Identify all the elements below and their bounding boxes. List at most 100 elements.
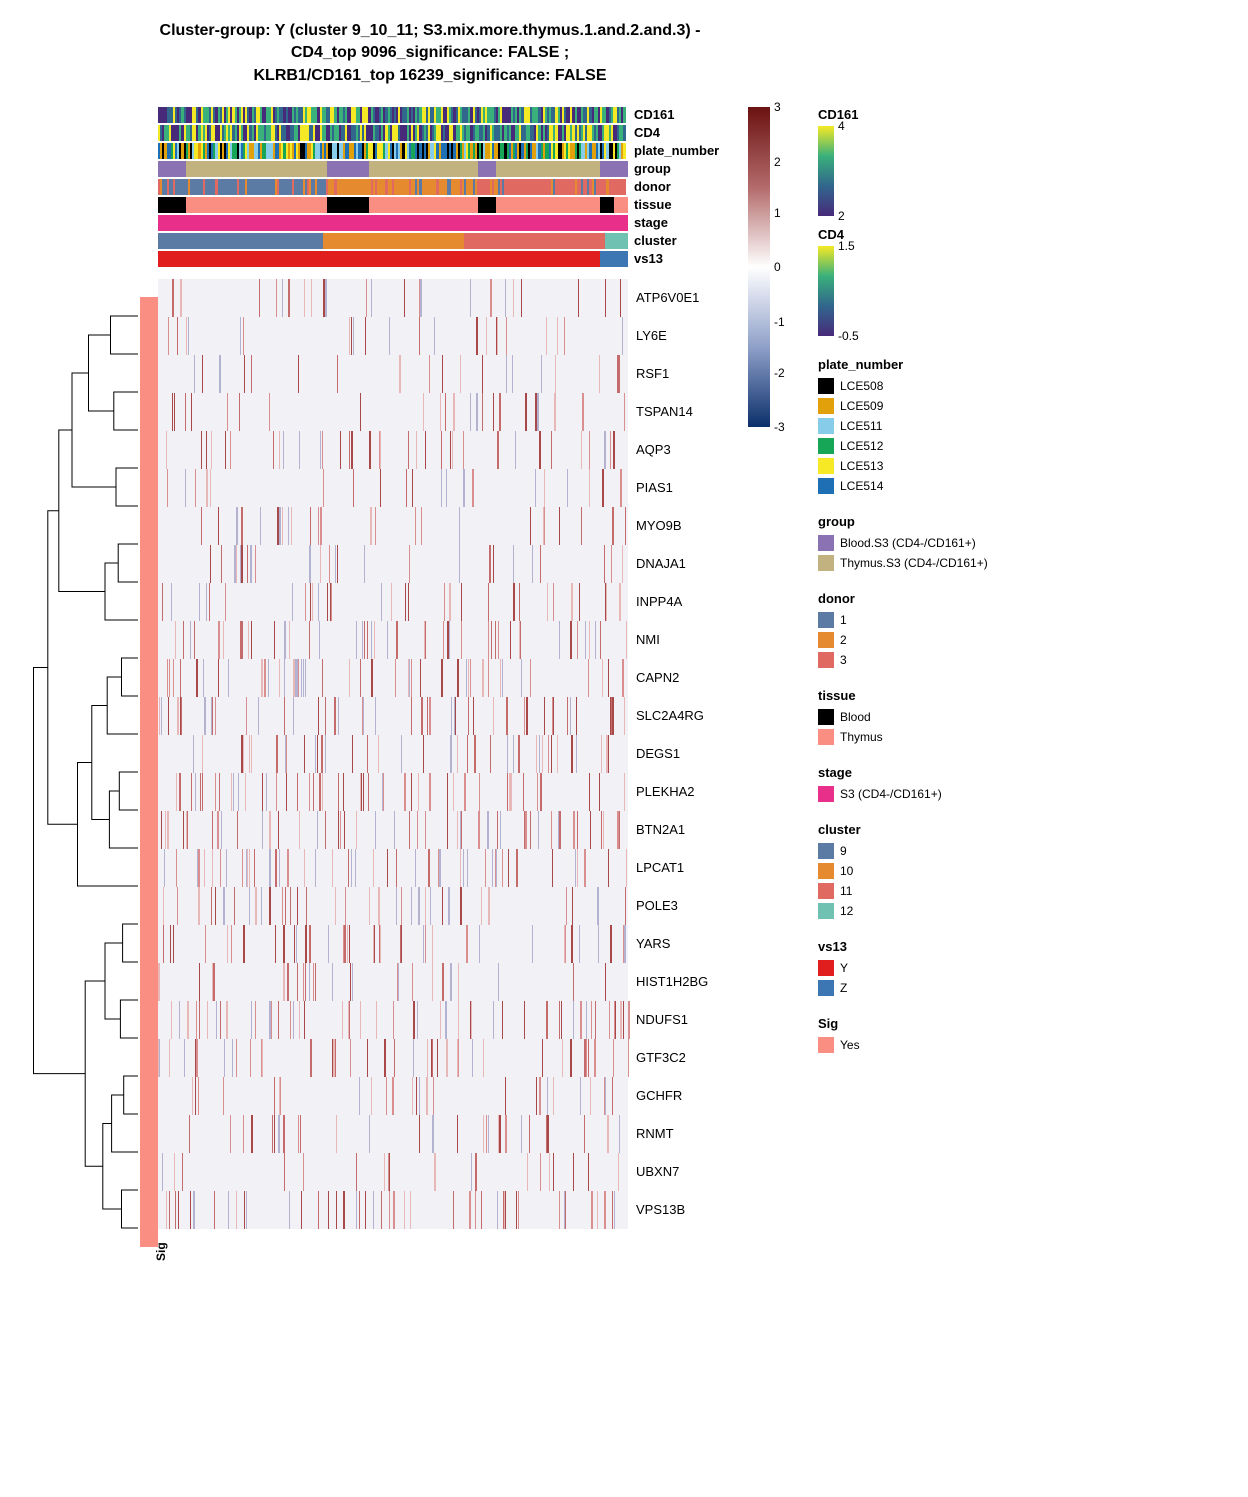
heatmap-row bbox=[158, 659, 628, 697]
categorical-legend: stageS3 (CD4-/CD161+) bbox=[818, 765, 988, 804]
legend-item: 10 bbox=[818, 861, 988, 881]
legend-swatch bbox=[818, 535, 834, 551]
main-area: Sig CD161CD4plate_numbergroupdonortissue… bbox=[20, 107, 1228, 1250]
heatmap-row bbox=[158, 621, 628, 659]
legend-title: cluster bbox=[818, 822, 988, 837]
legend-item: LCE508 bbox=[818, 376, 988, 396]
annotation-track-labels: CD161CD4plate_numbergroupdonortissuestag… bbox=[628, 107, 748, 267]
legend-label: LCE512 bbox=[840, 439, 883, 453]
anno-track-cluster bbox=[158, 233, 628, 249]
gene-label: GCHFR bbox=[628, 1077, 748, 1115]
gene-label: TSPAN14 bbox=[628, 393, 748, 431]
legend-title: Sig bbox=[818, 1016, 988, 1031]
anno-track-label: tissue bbox=[628, 197, 748, 213]
legend-item: 1 bbox=[818, 610, 988, 630]
legend-label: 2 bbox=[840, 633, 847, 647]
anno-track-vs13 bbox=[158, 251, 628, 267]
heatmap-row bbox=[158, 355, 628, 393]
gene-label: INPP4A bbox=[628, 583, 748, 621]
anno-track-CD4 bbox=[158, 125, 628, 141]
sig-bar bbox=[140, 297, 158, 1247]
legend-item: Thymus bbox=[818, 727, 988, 747]
colorbar-tick: 0 bbox=[774, 260, 781, 274]
legend-title: donor bbox=[818, 591, 988, 606]
row-labels-column: CD161CD4plate_numbergroupdonortissuestag… bbox=[628, 107, 748, 1229]
gene-label: YARS bbox=[628, 925, 748, 963]
heatmap-row bbox=[158, 925, 628, 963]
legend-tick: 2 bbox=[838, 209, 845, 223]
heatmap-row bbox=[158, 1115, 628, 1153]
legend-item: 9 bbox=[818, 841, 988, 861]
legend-label: LCE508 bbox=[840, 379, 883, 393]
legend-label: LCE511 bbox=[840, 419, 882, 433]
gene-label: DNAJA1 bbox=[628, 545, 748, 583]
anno-track-CD161 bbox=[158, 107, 628, 123]
colorbar-tick: -2 bbox=[774, 366, 785, 380]
legend-label: LCE514 bbox=[840, 479, 883, 493]
heatmap-row bbox=[158, 469, 628, 507]
heatmap-row bbox=[158, 811, 628, 849]
gene-label: CAPN2 bbox=[628, 659, 748, 697]
legend-label: 9 bbox=[840, 844, 847, 858]
legend-item: Z bbox=[818, 978, 988, 998]
gene-label: RNMT bbox=[628, 1115, 748, 1153]
column-annotation-tracks bbox=[158, 107, 628, 267]
anno-track-label: CD4 bbox=[628, 125, 748, 141]
gene-label: NMI bbox=[628, 621, 748, 659]
gene-label: BTN2A1 bbox=[628, 811, 748, 849]
main-colorbar: 3210-1-2-3 bbox=[748, 107, 770, 427]
legend-swatch bbox=[818, 652, 834, 668]
legend-item: 11 bbox=[818, 881, 988, 901]
legend-label: 12 bbox=[840, 904, 853, 918]
legend-swatch bbox=[818, 438, 834, 454]
categorical-legend: plate_number LCE508 LCE509 LCE511 LCE512 LCE5… bbox=[818, 357, 988, 496]
legend-label: Z bbox=[840, 981, 847, 995]
anno-track-plate_number bbox=[158, 143, 628, 159]
colorbar-tick: 1 bbox=[774, 206, 781, 220]
heatmap-row bbox=[158, 887, 628, 925]
gene-label: POLE3 bbox=[628, 887, 748, 925]
gene-label: UBXN7 bbox=[628, 1153, 748, 1191]
legend-swatch bbox=[818, 883, 834, 899]
legend-item: LCE509 bbox=[818, 396, 988, 416]
legend-swatch bbox=[818, 458, 834, 474]
title-line-1: Cluster-group: Y (cluster 9_10_11; S3.mi… bbox=[80, 20, 780, 42]
legend-label: Thymus.S3 (CD4-/CD161+) bbox=[840, 556, 988, 570]
legend-swatch bbox=[818, 612, 834, 628]
categorical-legend: groupBlood.S3 (CD4-/CD161+)Thymus.S3 (CD… bbox=[818, 514, 988, 573]
heatmap-row bbox=[158, 735, 628, 773]
gene-label: SLC2A4RG bbox=[628, 697, 748, 735]
legend-title: group bbox=[818, 514, 988, 529]
continuous-legend: CD41.5-0.5 bbox=[818, 227, 844, 336]
heatmap-row bbox=[158, 583, 628, 621]
title-line-2: CD4_top 9096_significance: FALSE ; bbox=[80, 42, 780, 64]
heatmap-row bbox=[158, 1191, 628, 1229]
legend-item: LCE513 bbox=[818, 456, 988, 476]
heatmap-row bbox=[158, 963, 628, 1001]
legend-swatch bbox=[818, 729, 834, 745]
legend-swatch bbox=[818, 632, 834, 648]
gene-label: NDUFS1 bbox=[628, 1001, 748, 1039]
legend-swatch bbox=[818, 960, 834, 976]
legend-item: Blood bbox=[818, 707, 988, 727]
colorbar-tick: 2 bbox=[774, 155, 781, 169]
legend-item: Y bbox=[818, 958, 988, 978]
gene-label: PIAS1 bbox=[628, 469, 748, 507]
legend-label: LCE513 bbox=[840, 459, 883, 473]
legend-item: LCE514 bbox=[818, 476, 988, 496]
legend-item: LCE512 bbox=[818, 436, 988, 456]
gene-label: RSF1 bbox=[628, 355, 748, 393]
legend-item: LCE511 bbox=[818, 416, 988, 436]
legend-item: 12 bbox=[818, 901, 988, 921]
categorical-legend: Sig Yes bbox=[818, 1016, 988, 1055]
legend-item: Yes bbox=[818, 1035, 988, 1055]
legend-title: stage bbox=[818, 765, 988, 780]
gene-label: GTF3C2 bbox=[628, 1039, 748, 1077]
legend-title: plate_number bbox=[818, 357, 988, 372]
row-dendrogram bbox=[20, 107, 140, 1250]
legend-swatch bbox=[818, 786, 834, 802]
legend-label: Yes bbox=[840, 1038, 860, 1052]
legend-label: Y bbox=[840, 961, 848, 975]
anno-track-label: plate_number bbox=[628, 143, 748, 159]
categorical-legends: plate_number LCE508 LCE509 LCE511 LCE512 LCE5… bbox=[818, 357, 988, 1073]
